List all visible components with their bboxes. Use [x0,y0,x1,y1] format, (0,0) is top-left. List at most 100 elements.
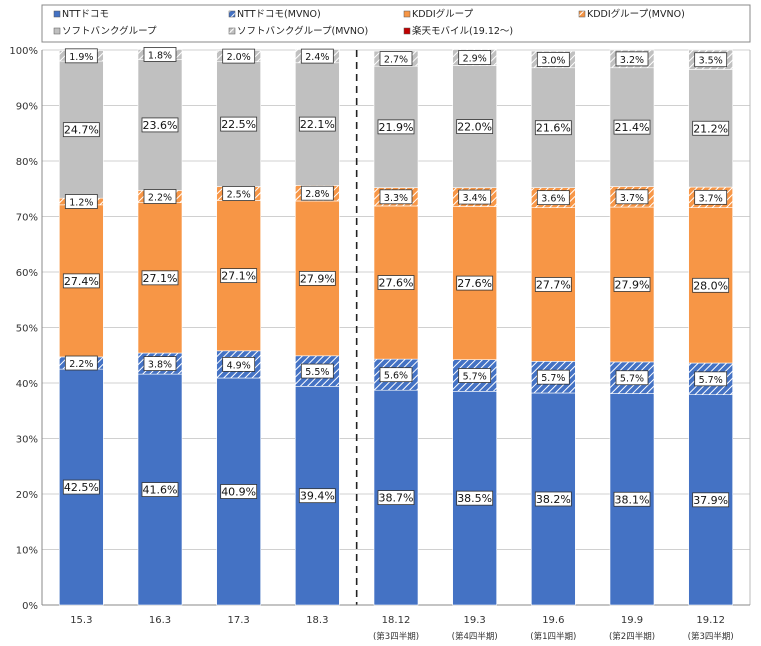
data-label-box [143,47,177,62]
legend-entry: KDDIグループ(MVNO) [587,8,685,20]
data-label-box [298,116,336,132]
data-label: 3.7% [620,193,644,204]
data-label: 3.4% [463,193,487,204]
legend-entry: 楽天モバイル(19.12～) [412,25,513,37]
data-label: 1.8% [148,50,172,61]
data-label: 5.7% [541,373,565,384]
data-label-box [692,492,730,508]
y-tick-label: 50% [16,324,38,335]
data-label-box [64,48,98,64]
data-label-box [64,355,98,371]
x-tick-label: 15.3 [70,615,92,626]
data-label-box [141,117,179,133]
data-label: 22.5% [221,118,256,131]
data-label-box [298,270,336,286]
data-label: 27.1% [221,270,256,283]
data-label-box [220,484,258,499]
y-tick-label: 10% [16,546,38,557]
legend-swatch [53,27,61,35]
data-label-box [613,277,651,292]
legend-entry: KDDIグループ [412,8,474,20]
x-tick-label: 16.3 [149,615,171,626]
data-label-box [536,52,570,67]
data-label-box [143,356,177,371]
y-tick-label: 0% [22,601,38,612]
data-label: 21.9% [379,121,414,134]
legend-swatch [228,27,236,35]
data-label: 39.4% [300,490,335,503]
data-labels: 42.5% 2.2% 27.4% 1.2% 24.7% 1.9% 41.6% 3.8% 27.1… [62,47,730,508]
y-tick-label: 80% [16,157,38,168]
x-tick-label: 19.9 [621,615,643,626]
data-label: 3.6% [541,194,565,205]
data-label: 27.9% [615,278,650,291]
x-tick-label: 19.3 [464,615,486,626]
data-label-box [379,189,413,205]
y-tick-label: 90% [16,102,38,113]
data-label: 21.4% [615,121,650,134]
data-label: 2.4% [305,52,329,63]
data-label-box [379,367,413,383]
data-label: 38.7% [379,492,414,505]
data-label-box [458,368,492,383]
data-label: 22.0% [457,121,492,134]
data-label-box [458,50,492,65]
data-label-box [534,120,572,136]
data-label: 3.0% [541,55,565,66]
y-tick-label: 100% [9,46,38,57]
data-label: 38.5% [457,492,492,505]
data-label: 3.2% [620,55,644,66]
data-label-box [143,189,177,204]
x-tick-label: 17.3 [228,615,250,626]
x-tick-sublabel: (第1四半期) [530,631,576,642]
x-tick-sublabel: (第4四半期) [452,631,498,642]
data-label: 21.6% [536,122,571,135]
y-tick-label: 60% [16,268,38,279]
data-label-box [694,371,728,387]
data-label: 2.7% [384,55,408,66]
data-label-box [379,51,413,67]
x-tick-sublabel: (第3四半期) [688,631,734,642]
data-label-box [456,119,494,134]
data-label-box [694,52,728,68]
data-label: 23.6% [143,119,178,132]
data-label: 1.9% [69,52,93,63]
data-label: 37.9% [693,494,728,507]
data-label-box [220,116,258,132]
data-label-box [536,369,570,385]
data-label-box [64,194,98,209]
data-label: 3.3% [384,193,408,204]
data-label-box [692,277,730,293]
data-label: 2.5% [227,189,251,200]
data-label: 2.8% [305,189,329,200]
x-axis: 15.3 16.3 17.3 18.3 18.12 (第3四半期) 19.3 (第4四半期) 1… [70,615,733,642]
data-label-box [692,120,730,136]
data-label-box [62,122,100,138]
data-label-box [298,488,336,504]
legend-box [41,4,751,43]
data-label-box [141,482,179,497]
data-label-box [377,119,415,135]
data-label: 1.2% [69,198,93,209]
legend: NTTドコモ NTTドコモ(MVNO) KDDIグループ KDDIグループ(MVNO)… [41,4,751,43]
data-label: 27.9% [300,272,335,285]
data-label: 2.2% [69,359,93,370]
legend-swatch [53,10,61,18]
data-label: 5.7% [699,375,723,386]
data-label-box [222,357,256,372]
x-tick-sublabel: (第3四半期) [373,631,419,642]
data-label: 27.6% [457,277,492,290]
data-label-box [141,270,179,286]
legend-swatch [403,27,411,35]
data-label-box [62,273,100,289]
data-label: 3.7% [699,193,723,204]
legend-swatch [228,10,236,18]
legend-entry: ソフトバンクグループ [62,25,157,37]
data-label-box [694,189,728,205]
data-label: 3.5% [699,56,723,67]
data-label: 5.6% [384,371,408,382]
data-label: 22.1% [300,118,335,131]
data-label-box [534,491,572,507]
legend-entry: NTTドコモ(MVNO) [237,9,321,20]
